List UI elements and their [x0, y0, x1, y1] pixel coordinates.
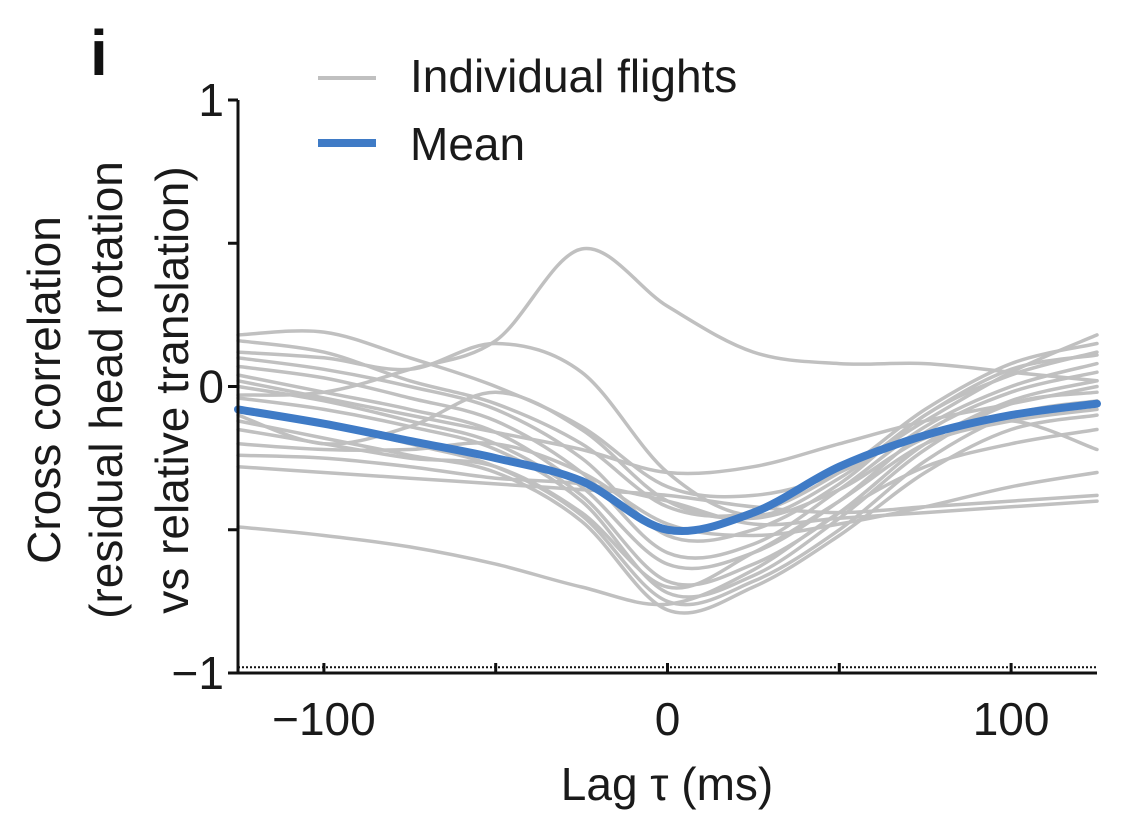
- series-individual-flight-line-5: [236, 370, 1099, 571]
- series-individual-flight-line-14: [236, 427, 1099, 607]
- x-tick-label: −100: [272, 693, 376, 745]
- legend: Individual flights Mean: [318, 50, 737, 170]
- series-individual-flight-line-0: [236, 246, 1099, 397]
- series-individual-flight-line-1: [236, 329, 1099, 499]
- series-mean-line: [234, 399, 1101, 536]
- y-tick-label: 1: [198, 74, 224, 126]
- series-layer: [234, 246, 1101, 615]
- series-individual-flight-line-9: [236, 413, 1099, 615]
- x-axis-title: Lag τ (ms): [561, 758, 773, 810]
- legend-label-mean: Mean: [410, 118, 525, 170]
- y-tick-label: −1: [172, 647, 224, 699]
- y-axis-title-line-1: Cross correlation: [18, 216, 70, 564]
- panel-label: i: [90, 17, 108, 89]
- series-individual-flight-line-10: [236, 407, 1099, 590]
- series-individual-flight-line-2: [236, 338, 1099, 519]
- y-tick-label: 0: [198, 361, 224, 413]
- legend-label-individual: Individual flights: [410, 50, 737, 102]
- series-individual-flight-line-16: [236, 341, 1099, 518]
- x-tick-label: 0: [655, 693, 681, 745]
- series-individual-flight-line-12: [236, 453, 1099, 527]
- axes-layer: −1 0 1 −100 0 100: [172, 74, 1097, 745]
- series-individual-flight-line-11: [236, 441, 1099, 538]
- y-axis-title-line-2: (residual head rotation: [80, 161, 132, 619]
- x-tick-label: 100: [973, 693, 1050, 745]
- y-axis-title-line-3: vs relative translation): [146, 166, 198, 613]
- series-individual-flight-line-13: [236, 464, 1099, 515]
